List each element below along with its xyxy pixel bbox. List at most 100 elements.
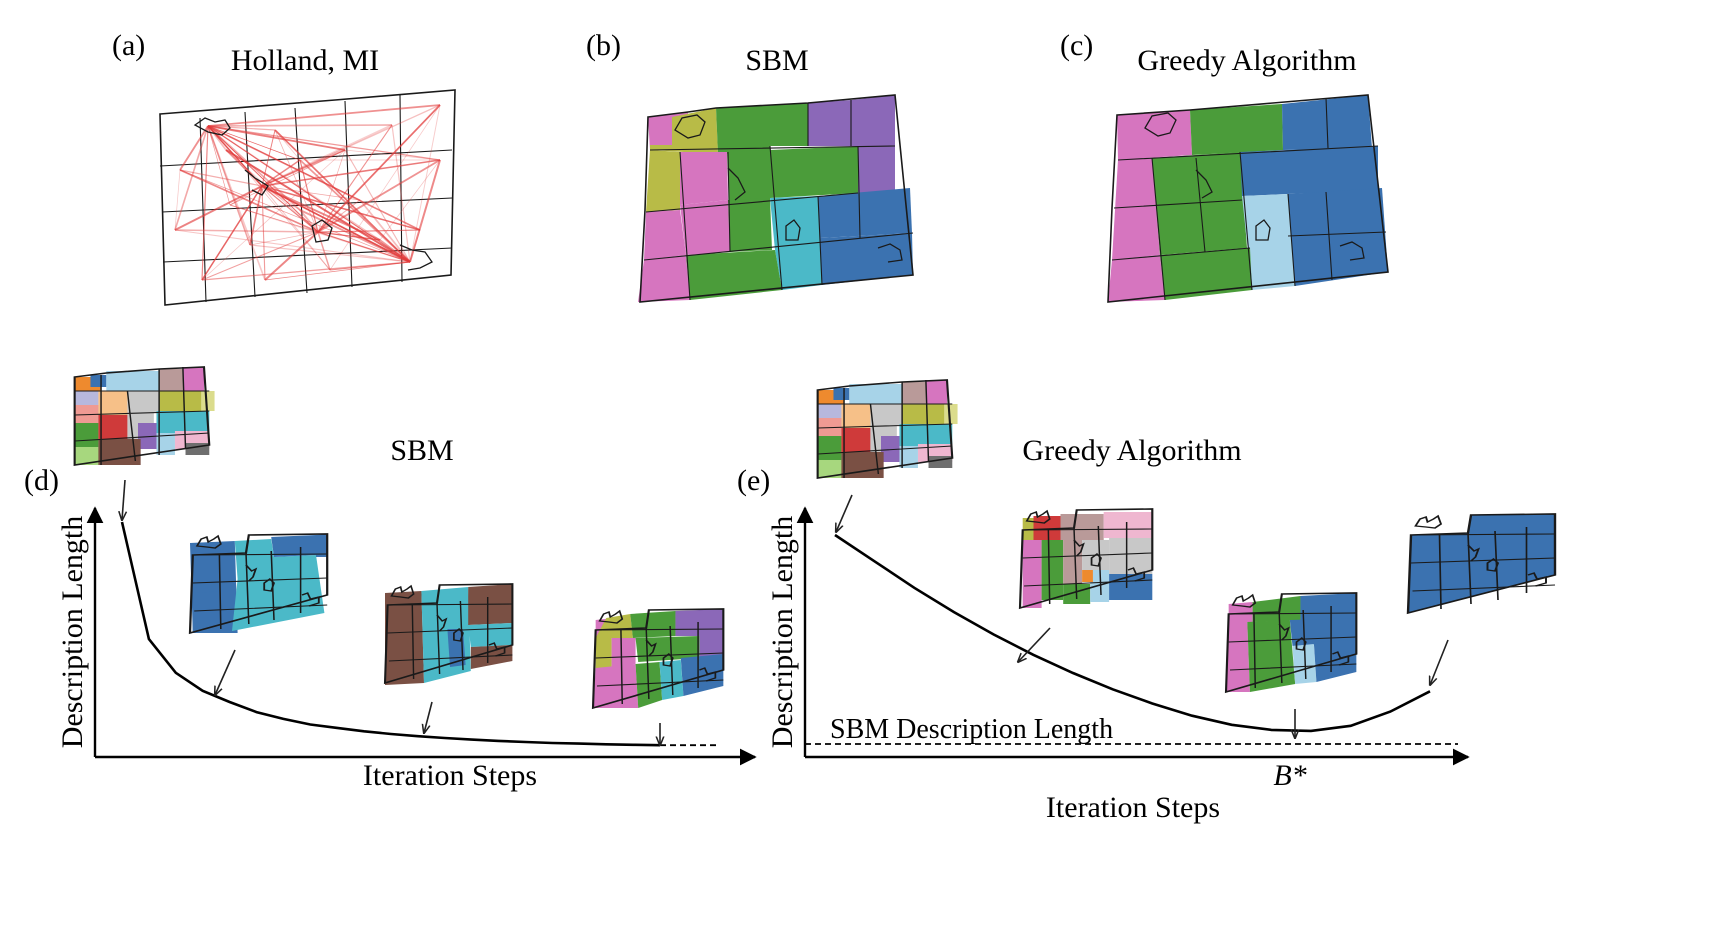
network-edge xyxy=(249,185,263,246)
network-edge xyxy=(317,199,361,233)
panel-d-curve xyxy=(120,521,720,747)
arrow-e-1 xyxy=(836,494,853,532)
greedy-step-middle-map xyxy=(1018,507,1154,610)
greedy-step-initial-map xyxy=(816,379,958,479)
network-edge xyxy=(201,185,263,281)
panel-e-title: Greedy Algorithm xyxy=(1022,434,1241,467)
network-edge xyxy=(379,159,441,241)
network-edge xyxy=(207,125,441,161)
network-edge xyxy=(317,231,411,263)
network-edge xyxy=(179,169,263,187)
network-edge xyxy=(317,231,331,271)
network-edge xyxy=(229,149,346,206)
network-edge xyxy=(207,104,441,127)
network-edge xyxy=(207,125,276,131)
greedy-step-final-map xyxy=(1406,512,1557,615)
network-edge xyxy=(174,125,209,231)
sbm-step-three-block-map xyxy=(383,582,514,685)
network-edge xyxy=(359,199,411,263)
network-edge xyxy=(207,125,251,246)
network-edge xyxy=(261,104,441,187)
network-edge xyxy=(261,149,346,187)
network-edge xyxy=(174,169,181,231)
network-edge xyxy=(207,125,346,151)
network-edge xyxy=(261,185,331,271)
network-edge xyxy=(179,125,209,171)
network-edge xyxy=(207,124,393,127)
optimum-label: B* xyxy=(1273,759,1306,792)
network-edge xyxy=(261,185,411,263)
network-edge xyxy=(207,125,231,206)
panel-e-y-label: Description Length xyxy=(766,516,799,748)
network-edge xyxy=(201,231,319,281)
arrow-d-3 xyxy=(424,701,433,733)
network-edge xyxy=(391,124,411,263)
network-edge xyxy=(261,185,319,233)
network-edge xyxy=(261,159,301,187)
panel-c-title: Greedy Algorithm xyxy=(1137,44,1356,77)
network-edge xyxy=(317,149,346,233)
network-edge xyxy=(344,149,411,263)
arrow-e-2 xyxy=(1018,627,1051,662)
panel-c-letter: (c) xyxy=(1060,29,1093,62)
network-edge xyxy=(229,204,411,263)
network-edge xyxy=(207,125,266,281)
network-edge xyxy=(249,244,411,263)
panel-d-y-label: Description Length xyxy=(56,516,89,748)
network-edge xyxy=(179,169,411,263)
network-edge xyxy=(174,185,263,231)
network-edge xyxy=(207,125,361,201)
sbm-step-final-map xyxy=(591,607,725,710)
panel-a-title: Holland, MI xyxy=(231,44,379,77)
sbm-step-initial-map xyxy=(73,366,215,466)
panel-d-letter: (d) xyxy=(24,464,59,497)
network-edge xyxy=(174,229,319,233)
network-edge xyxy=(201,125,209,281)
panel-d-x-label: Iteration Steps xyxy=(363,759,537,792)
network-edge xyxy=(344,149,441,161)
panel-b-letter: (b) xyxy=(586,29,621,62)
network-edge xyxy=(317,124,393,233)
panel-e-curve xyxy=(834,533,1431,733)
network-edge xyxy=(207,125,301,161)
network-edge xyxy=(261,185,266,281)
network-edge xyxy=(225,149,411,263)
panel-a-letter: (a) xyxy=(112,29,145,62)
network-edge xyxy=(207,125,331,271)
network-edge xyxy=(229,149,346,206)
network-edge xyxy=(317,231,381,241)
network-edge xyxy=(207,125,319,233)
panel-e-letter: (e) xyxy=(737,464,770,497)
network-edge xyxy=(299,159,319,233)
panel-d-title: SBM xyxy=(390,434,453,467)
arrow-e-4 xyxy=(1430,639,1449,685)
network-edge xyxy=(249,231,319,246)
panel-d-curve-line xyxy=(120,521,661,747)
network-edge xyxy=(329,104,441,271)
network-edge xyxy=(207,125,381,241)
panel-e-x-label: Iteration Steps xyxy=(1046,791,1220,824)
network-edge xyxy=(261,129,276,187)
network-edge xyxy=(261,185,421,231)
sbm-reference-label: SBM Description Length xyxy=(830,714,1113,745)
arrow-d-2 xyxy=(215,649,236,695)
network-edge xyxy=(409,159,441,263)
network-edge xyxy=(317,229,421,233)
network-edge xyxy=(264,261,411,281)
network-edge xyxy=(261,185,319,233)
network-edge xyxy=(264,231,319,281)
network-edge xyxy=(261,185,381,241)
network-edge xyxy=(201,149,346,281)
network-edge xyxy=(261,159,441,187)
network-edge xyxy=(409,104,441,263)
network-edge xyxy=(274,129,301,161)
network-edge xyxy=(261,185,361,201)
greedy-partition-map xyxy=(1107,94,1389,303)
greedy-step-optimum-map xyxy=(1224,591,1358,694)
network-edge xyxy=(299,209,319,233)
network-edge xyxy=(174,229,411,263)
sbm-partition-map xyxy=(638,94,914,303)
arrow-d-1 xyxy=(122,479,125,520)
network-edge xyxy=(299,159,411,263)
